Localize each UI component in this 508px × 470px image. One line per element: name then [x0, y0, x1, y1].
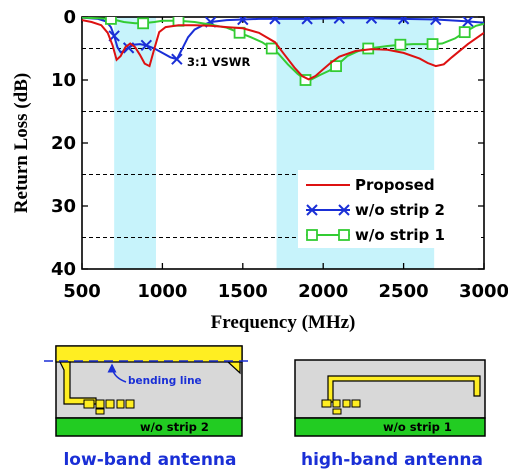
legend-label-proposed: Proposed: [355, 176, 435, 194]
antenna-right-notch: [226, 361, 241, 375]
series-line-1: [82, 17, 484, 61]
y-tick-label: 40: [51, 259, 76, 280]
vswr-annotation: 3:1 VSWR: [187, 55, 250, 69]
legend: Proposed w/o strip 2 w/o strip 1: [298, 170, 478, 248]
x-tick-label: 2500: [379, 281, 429, 302]
shaded-band: [114, 17, 156, 269]
diagram-label-strip2: w/o strip 2: [140, 420, 209, 434]
high-band-antenna-diagram: w/o strip 1 high-band antenna: [294, 359, 486, 470]
x-tick-label: 3000: [459, 281, 508, 302]
series-marker-1: [269, 17, 281, 25]
high-band-caption: high-band antenna: [301, 450, 483, 470]
series-marker-2: [426, 38, 439, 50]
series-marker-2: [265, 42, 278, 55]
legend-marker: [338, 229, 350, 241]
series-line-2: [82, 17, 484, 81]
series-line-0: [82, 19, 484, 81]
bending-line-label: bending line: [128, 375, 202, 387]
y-tick-label: 0: [63, 7, 76, 28]
matching-components: [321, 399, 361, 415]
x-tick-label: 1000: [137, 281, 187, 302]
legend-label-strip2: w/o strip 2: [355, 201, 445, 219]
y-tick-label: 30: [51, 196, 76, 217]
series-marker-1: [397, 17, 410, 25]
series-marker-1: [365, 17, 378, 24]
low-band-antenna-diagram: w/o strip 2 bending line low-band antenn…: [44, 345, 252, 470]
series-marker-2: [105, 17, 117, 25]
legend-marker: [338, 204, 350, 216]
series-marker-1: [430, 17, 442, 26]
legend-entries: [306, 184, 350, 241]
return-loss-chart: 500 1000 1500 2000 2500 3000 0 10 20 30 40 3:1 VSW…: [11, 7, 508, 333]
series-marker-1: [333, 17, 345, 24]
matching-components: [83, 399, 135, 415]
x-axis-label: Frequency (MHz): [211, 312, 356, 333]
series-marker-2: [458, 26, 471, 39]
antenna-top-strip: [55, 345, 243, 363]
series-marker-1: [140, 39, 153, 52]
series-marker-1: [237, 17, 249, 26]
legend-marker: [306, 229, 318, 241]
axis-ticks: 500 1000 1500 2000 2500 3000 0 10 20 30 40: [51, 7, 508, 302]
series-marker-2: [299, 74, 312, 86]
substrate: [294, 359, 486, 419]
series-marker-2: [330, 60, 342, 73]
series-marker-1: [301, 17, 313, 25]
series-layer: [82, 17, 484, 86]
ground-plane: [294, 417, 486, 437]
x-tick-label: 1500: [218, 281, 268, 302]
y-tick-label: 20: [51, 133, 76, 154]
y-axis-label: Return Loss (dB): [11, 73, 32, 213]
low-band-caption: low-band antenna: [63, 450, 236, 470]
legend-label-strip1: w/o strip 1: [355, 226, 445, 244]
diagram-label-strip1: w/o strip 1: [383, 420, 452, 434]
series-marker-2: [137, 17, 150, 30]
legend-marker: [306, 204, 318, 216]
x-tick-label: 2000: [298, 281, 348, 302]
bending-arrow: [107, 363, 127, 383]
series-marker-1: [462, 17, 474, 28]
series-marker-2: [394, 38, 407, 51]
ground-plane: [55, 417, 243, 437]
x-tick-label: 500: [63, 281, 101, 302]
series-marker-1: [171, 53, 183, 65]
y-tick-label: 10: [51, 70, 76, 91]
